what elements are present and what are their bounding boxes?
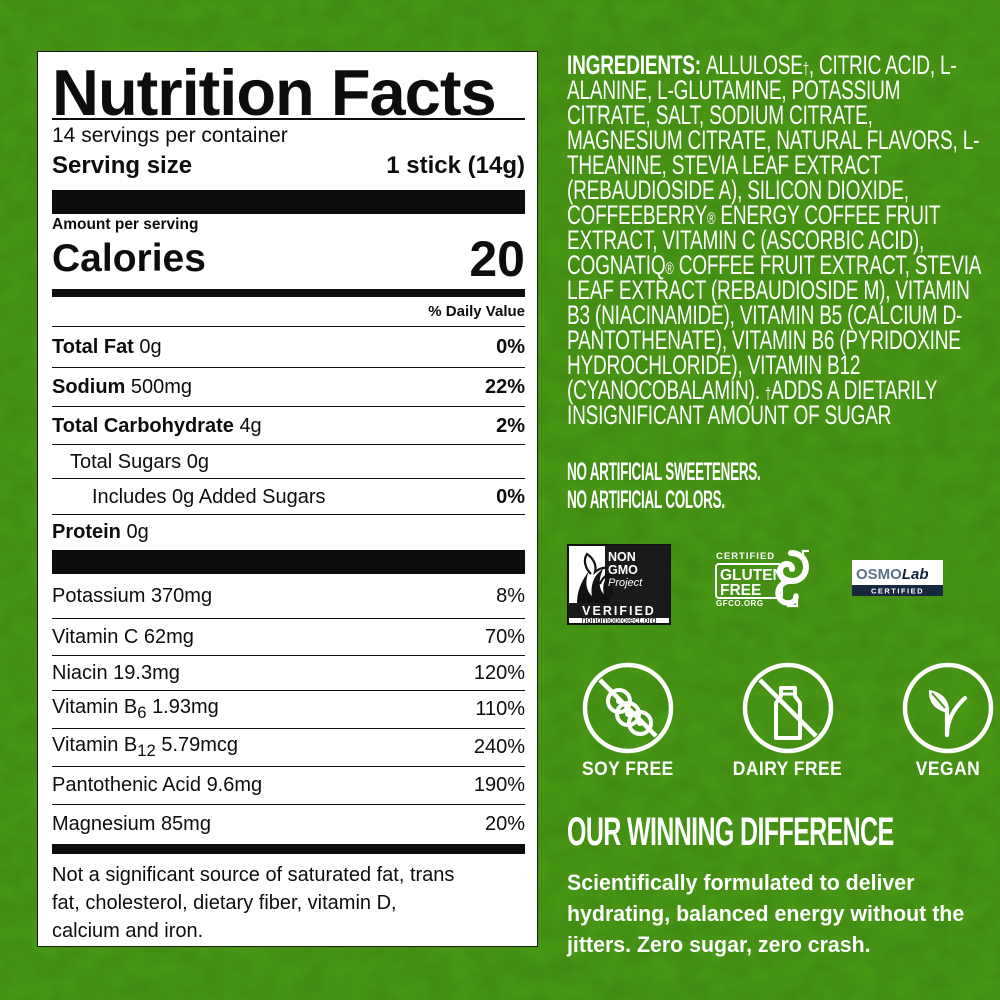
svg-text:Project: Project bbox=[608, 577, 643, 589]
svg-text:CERTIFIED: CERTIFIED bbox=[716, 551, 775, 562]
svg-text:GMO: GMO bbox=[608, 563, 638, 577]
svg-text:CERTIFIED: CERTIFIED bbox=[871, 587, 924, 596]
svg-text:FREE: FREE bbox=[720, 582, 761, 599]
svg-text:OSMOLab: OSMOLab bbox=[856, 566, 929, 583]
svg-text:NON: NON bbox=[608, 550, 636, 564]
svg-text:nongmoproject.org: nongmoproject.org bbox=[581, 615, 656, 625]
svg-text:GFCO.ORG: GFCO.ORG bbox=[716, 599, 764, 608]
